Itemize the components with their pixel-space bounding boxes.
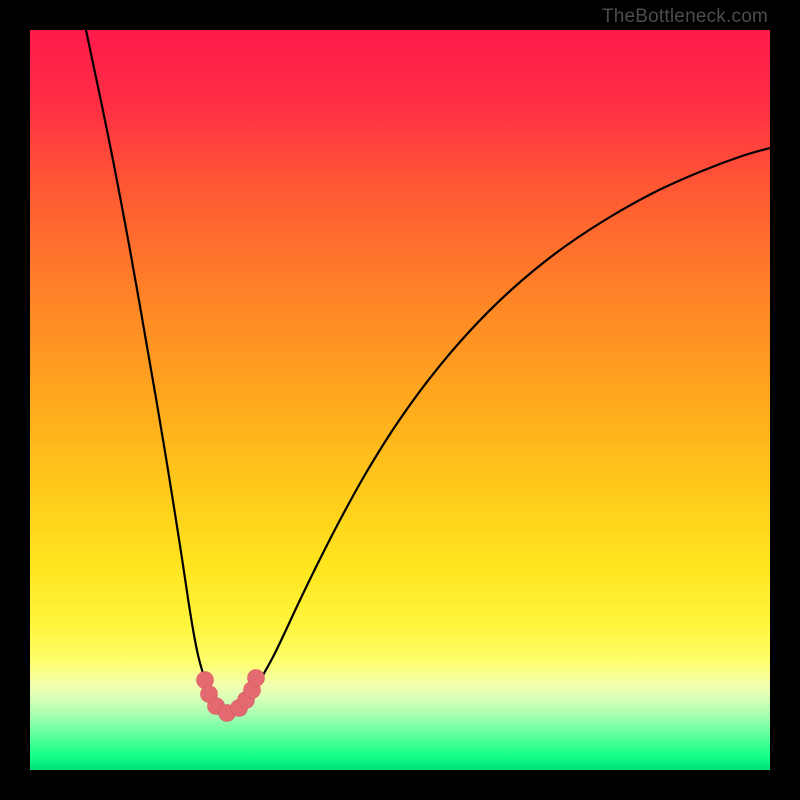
plot-area	[30, 30, 770, 770]
marker-group	[197, 670, 265, 722]
curve-left	[86, 30, 228, 713]
marker-dot	[248, 670, 265, 687]
curve-right	[228, 148, 770, 713]
chart-svg	[30, 30, 770, 770]
watermark-text: TheBottleneck.com	[602, 6, 768, 28]
